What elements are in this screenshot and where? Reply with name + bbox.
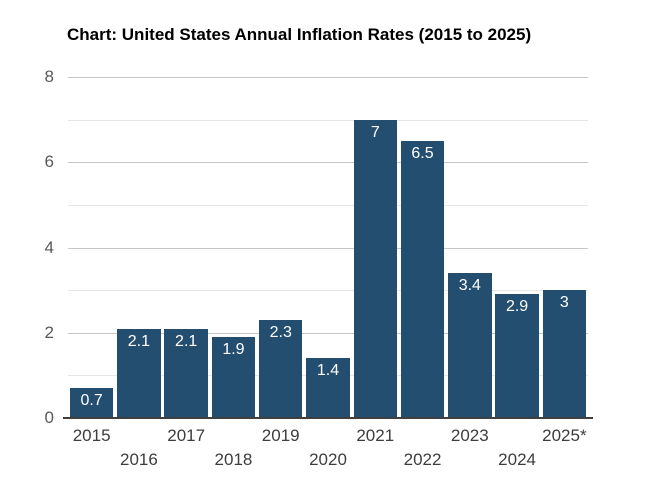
y-tick-label-8: 8 xyxy=(44,67,54,86)
gridline-major-6 xyxy=(68,162,588,164)
y-tick-label-0: 0 xyxy=(44,408,54,427)
bar-2024: 2.9 xyxy=(495,294,539,418)
gridline-major-4 xyxy=(68,247,588,249)
y-tick-label-6: 6 xyxy=(44,152,54,172)
x-tick-label-2015: 2015 xyxy=(72,426,111,445)
bar-value-label: 2.9 xyxy=(505,298,529,316)
y-tick-label-2: 2 xyxy=(44,322,54,342)
x-tick-label-2020: 2020 xyxy=(309,450,347,469)
gridline-minor-5 xyxy=(68,204,588,206)
x-tick-label-2016: 2016 xyxy=(119,450,158,469)
bar-2015: 0.7 xyxy=(69,388,114,418)
bar-2017: 2.1 xyxy=(164,328,208,418)
x-tick-label-2021: 2021 xyxy=(356,426,395,445)
x-tick-label-2023: 2023 xyxy=(450,426,489,445)
bar-2018: 1.9 xyxy=(211,337,256,418)
chart-title: Chart: United States Annual Inflation Ra… xyxy=(67,25,532,44)
x-tick-label-2025*: 2025* xyxy=(542,426,587,445)
bar-value-label: 1.9 xyxy=(222,341,245,359)
x-axis-line xyxy=(63,417,593,419)
bar-value-label: 1.4 xyxy=(316,362,340,380)
bar-2020: 1.4 xyxy=(306,358,350,418)
gridline-minor-3 xyxy=(68,290,588,292)
bar-value-label: 7 xyxy=(370,123,380,141)
bar-value-label: 3 xyxy=(559,294,569,312)
bar-2025*: 3 xyxy=(542,290,587,418)
bar-2023: 3.4 xyxy=(448,273,492,418)
bar-2016: 2.1 xyxy=(117,328,161,418)
gridline-major-8 xyxy=(68,77,588,78)
x-tick-label-2024: 2024 xyxy=(498,450,536,469)
x-tick-label-2018: 2018 xyxy=(214,450,253,469)
y-tick-label-4: 4 xyxy=(44,237,54,257)
gridline-minor-7 xyxy=(68,119,588,121)
gridline-major-2 xyxy=(68,332,588,334)
bar-value-label: 2.3 xyxy=(269,323,292,341)
bar-value-label: 3.4 xyxy=(458,277,481,295)
bar-value-label: 0.7 xyxy=(80,392,103,410)
bar-2022: 6.5 xyxy=(400,140,445,418)
bar-value-label: 6.5 xyxy=(411,144,434,162)
bar-2019: 2.3 xyxy=(258,319,303,418)
bar-value-label: 2.1 xyxy=(127,332,151,350)
bar-value-label: 2.1 xyxy=(175,332,198,350)
x-tick-label-2019: 2019 xyxy=(261,426,300,445)
plot-area: 0.7 2.1 2.1 1.9 2.3 1.4 7 6.5 3.4 2.9 3 xyxy=(63,77,593,419)
x-tick-label-2022: 2022 xyxy=(403,450,442,469)
x-tick-label-2017: 2017 xyxy=(167,426,206,445)
bar-2021: 7 xyxy=(353,119,398,418)
